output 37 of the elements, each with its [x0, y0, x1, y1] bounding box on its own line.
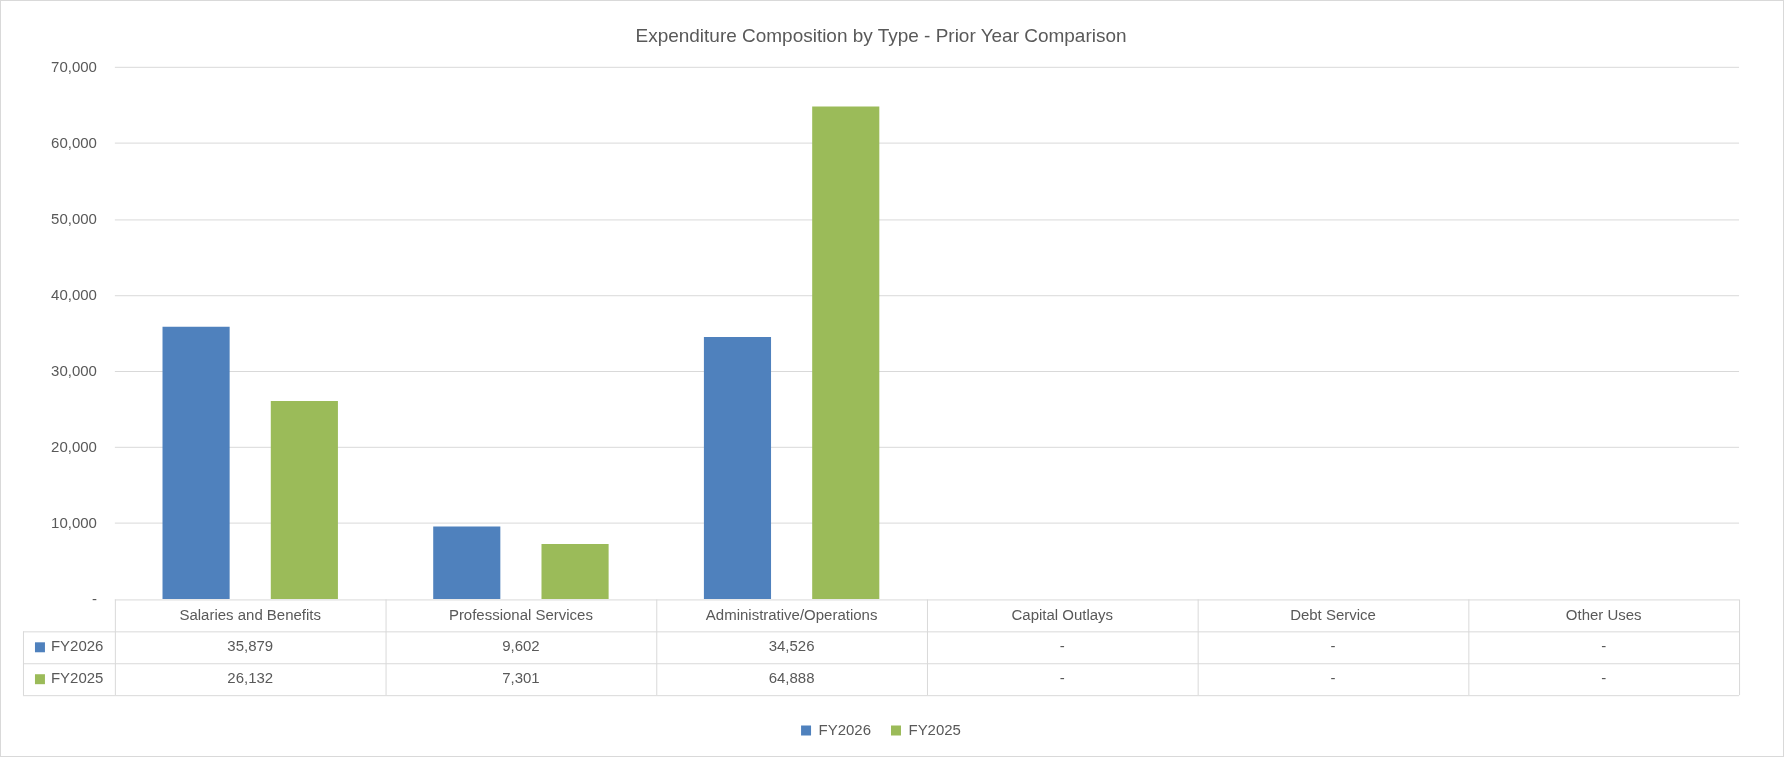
data-label: 34,526: [768, 637, 815, 655]
y-tick-label: 20,000: [51, 437, 97, 455]
text: FY2025: [50, 669, 104, 687]
x-tick-label: Salaries and Benefits: [179, 606, 322, 624]
bar: [270, 400, 338, 599]
x-tick-label: Professional Services: [448, 606, 593, 624]
bar: [162, 326, 230, 599]
y-tick-label: 70,000: [51, 57, 97, 75]
data-label: -: [1601, 669, 1607, 687]
y-tick-label: 40,000: [51, 285, 97, 303]
data-label: 64,888: [768, 669, 815, 687]
data-label: 9,602: [502, 637, 540, 655]
data-label: -: [1330, 669, 1336, 687]
x-tick-label: Debt Service: [1290, 606, 1376, 624]
legend-label: FY2025: [908, 720, 961, 738]
bar: [703, 337, 772, 599]
data-label: 26,132: [227, 669, 274, 687]
bar: [541, 543, 609, 599]
y-tick-label: 50,000: [51, 209, 97, 227]
bar: [812, 106, 880, 599]
bar: [433, 526, 501, 599]
data-label: 7,301: [502, 669, 540, 687]
data-label: -: [1330, 637, 1336, 655]
data-label: 35,879: [227, 637, 274, 655]
data-label: -: [1059, 669, 1065, 687]
y-tick-label: 10,000: [51, 513, 97, 531]
x-tick-label: Administrative/Operations: [705, 606, 878, 624]
chart-title: Expenditure Composition by Type - Prior Year Comparison: [635, 24, 1127, 46]
data-label: -: [1059, 637, 1065, 655]
y-tick-label: -: [91, 589, 97, 607]
legend-label: FY2026: [50, 637, 104, 655]
text: FY2026: [818, 720, 872, 738]
y-tick-label: 30,000: [51, 361, 97, 379]
data-label: -: [1601, 637, 1607, 655]
x-tick-label: Capital Outlays: [1011, 606, 1114, 624]
x-tick-label: Other Uses: [1565, 606, 1642, 624]
y-tick-label: 60,000: [51, 133, 97, 151]
